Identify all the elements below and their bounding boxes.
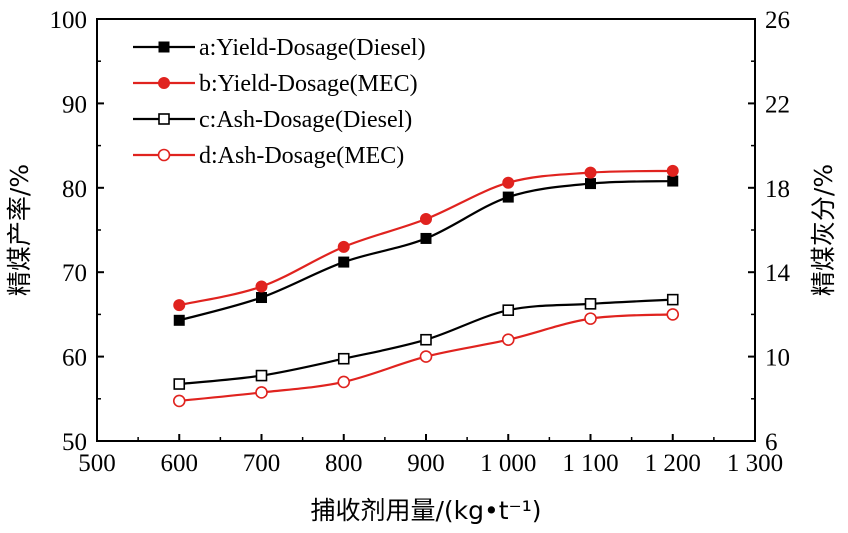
data-point (584, 312, 597, 325)
y-right-tick-label: 26 (765, 7, 790, 34)
data-point (419, 350, 433, 363)
data-point (666, 308, 680, 321)
legend: a:Yield-Dosage(Diesel) b:Yield-Dosage(MEC… (133, 35, 426, 169)
data-point (666, 293, 679, 306)
plot-frame (96, 18, 756, 442)
series-b (173, 164, 679, 312)
data-point (502, 176, 515, 189)
y-axis-right-title: 精煤灰分/% (809, 164, 838, 296)
x-tick-label: 900 (407, 450, 445, 477)
data-point (255, 280, 268, 293)
legend-marker (158, 41, 170, 53)
x-tick-label: 800 (325, 450, 363, 477)
data-point (173, 378, 186, 390)
y-left-tick-label: 90 (62, 91, 87, 118)
y-left-tick-label: 60 (62, 345, 87, 372)
x-tick-label: 1 300 (727, 450, 783, 477)
x-tick-label: 1 100 (562, 450, 618, 477)
y-left-tick-label: 100 (50, 7, 88, 34)
y-left-tick-label: 70 (62, 260, 87, 287)
data-point (255, 369, 268, 382)
y-right-tick-label: 10 (765, 345, 790, 372)
data-point (420, 213, 432, 226)
y-right-tick-label: 14 (765, 260, 791, 287)
legend-label: c:Ash-Dosage(Diesel) (199, 107, 412, 133)
data-point (420, 333, 432, 346)
legend-marker (158, 113, 170, 125)
axes: 500 600 700 800 900 1 000 1 100 1 200 1 300 50 60 7… (50, 7, 791, 477)
data-point (338, 256, 350, 268)
data-point (255, 386, 268, 399)
legend-marker (157, 148, 171, 162)
legend-item: c:Ash-Dosage(Diesel) (133, 107, 412, 133)
data-point (420, 232, 432, 244)
data-point (337, 240, 350, 253)
y-left-tick-label: 50 (62, 429, 87, 456)
data-point (337, 375, 351, 389)
x-tick-label: 1 200 (645, 450, 701, 477)
data-point (501, 333, 515, 347)
x-tick-label: 500 (78, 450, 116, 477)
data-point (584, 166, 597, 179)
legend-label: d:Ash-Dosage(MEC) (199, 143, 404, 169)
data-point (502, 304, 515, 316)
data-point (173, 314, 185, 326)
data-point (584, 298, 597, 310)
legend-item: d:Ash-Dosage(MEC) (133, 143, 404, 169)
data-point (502, 191, 514, 203)
data-point (172, 394, 186, 408)
legend-item: b:Yield-Dosage(MEC) (133, 71, 418, 97)
y-left-tick-label: 80 (62, 176, 87, 203)
data-point (667, 175, 679, 187)
x-tick-label: 1 000 (480, 450, 536, 477)
series-c (173, 293, 679, 390)
x-tick-label: 700 (243, 450, 281, 477)
y-right-tick-label: 22 (765, 91, 790, 118)
legend-label: a:Yield-Dosage(Diesel) (199, 35, 426, 61)
x-axis-title: 捕收剂用量/(kg•t⁻¹) (310, 496, 541, 525)
y-right-tick-label: 6 (765, 429, 778, 456)
legend-item: a:Yield-Dosage(Diesel) (133, 35, 426, 61)
data-point (585, 178, 596, 190)
data-point (666, 164, 679, 177)
data-point (173, 299, 186, 312)
y-axis-left-title: 精煤产率/% (5, 164, 34, 296)
data-point (337, 352, 350, 365)
series-a (173, 175, 679, 326)
data-point (256, 292, 267, 304)
y-right-tick-label: 18 (765, 176, 790, 203)
series-d (172, 308, 680, 408)
series-line (178, 179, 673, 322)
x-tick-label: 600 (161, 450, 199, 477)
legend-label: b:Yield-Dosage(MEC) (199, 71, 418, 97)
legend-marker (158, 77, 170, 89)
series-layer (172, 164, 680, 408)
